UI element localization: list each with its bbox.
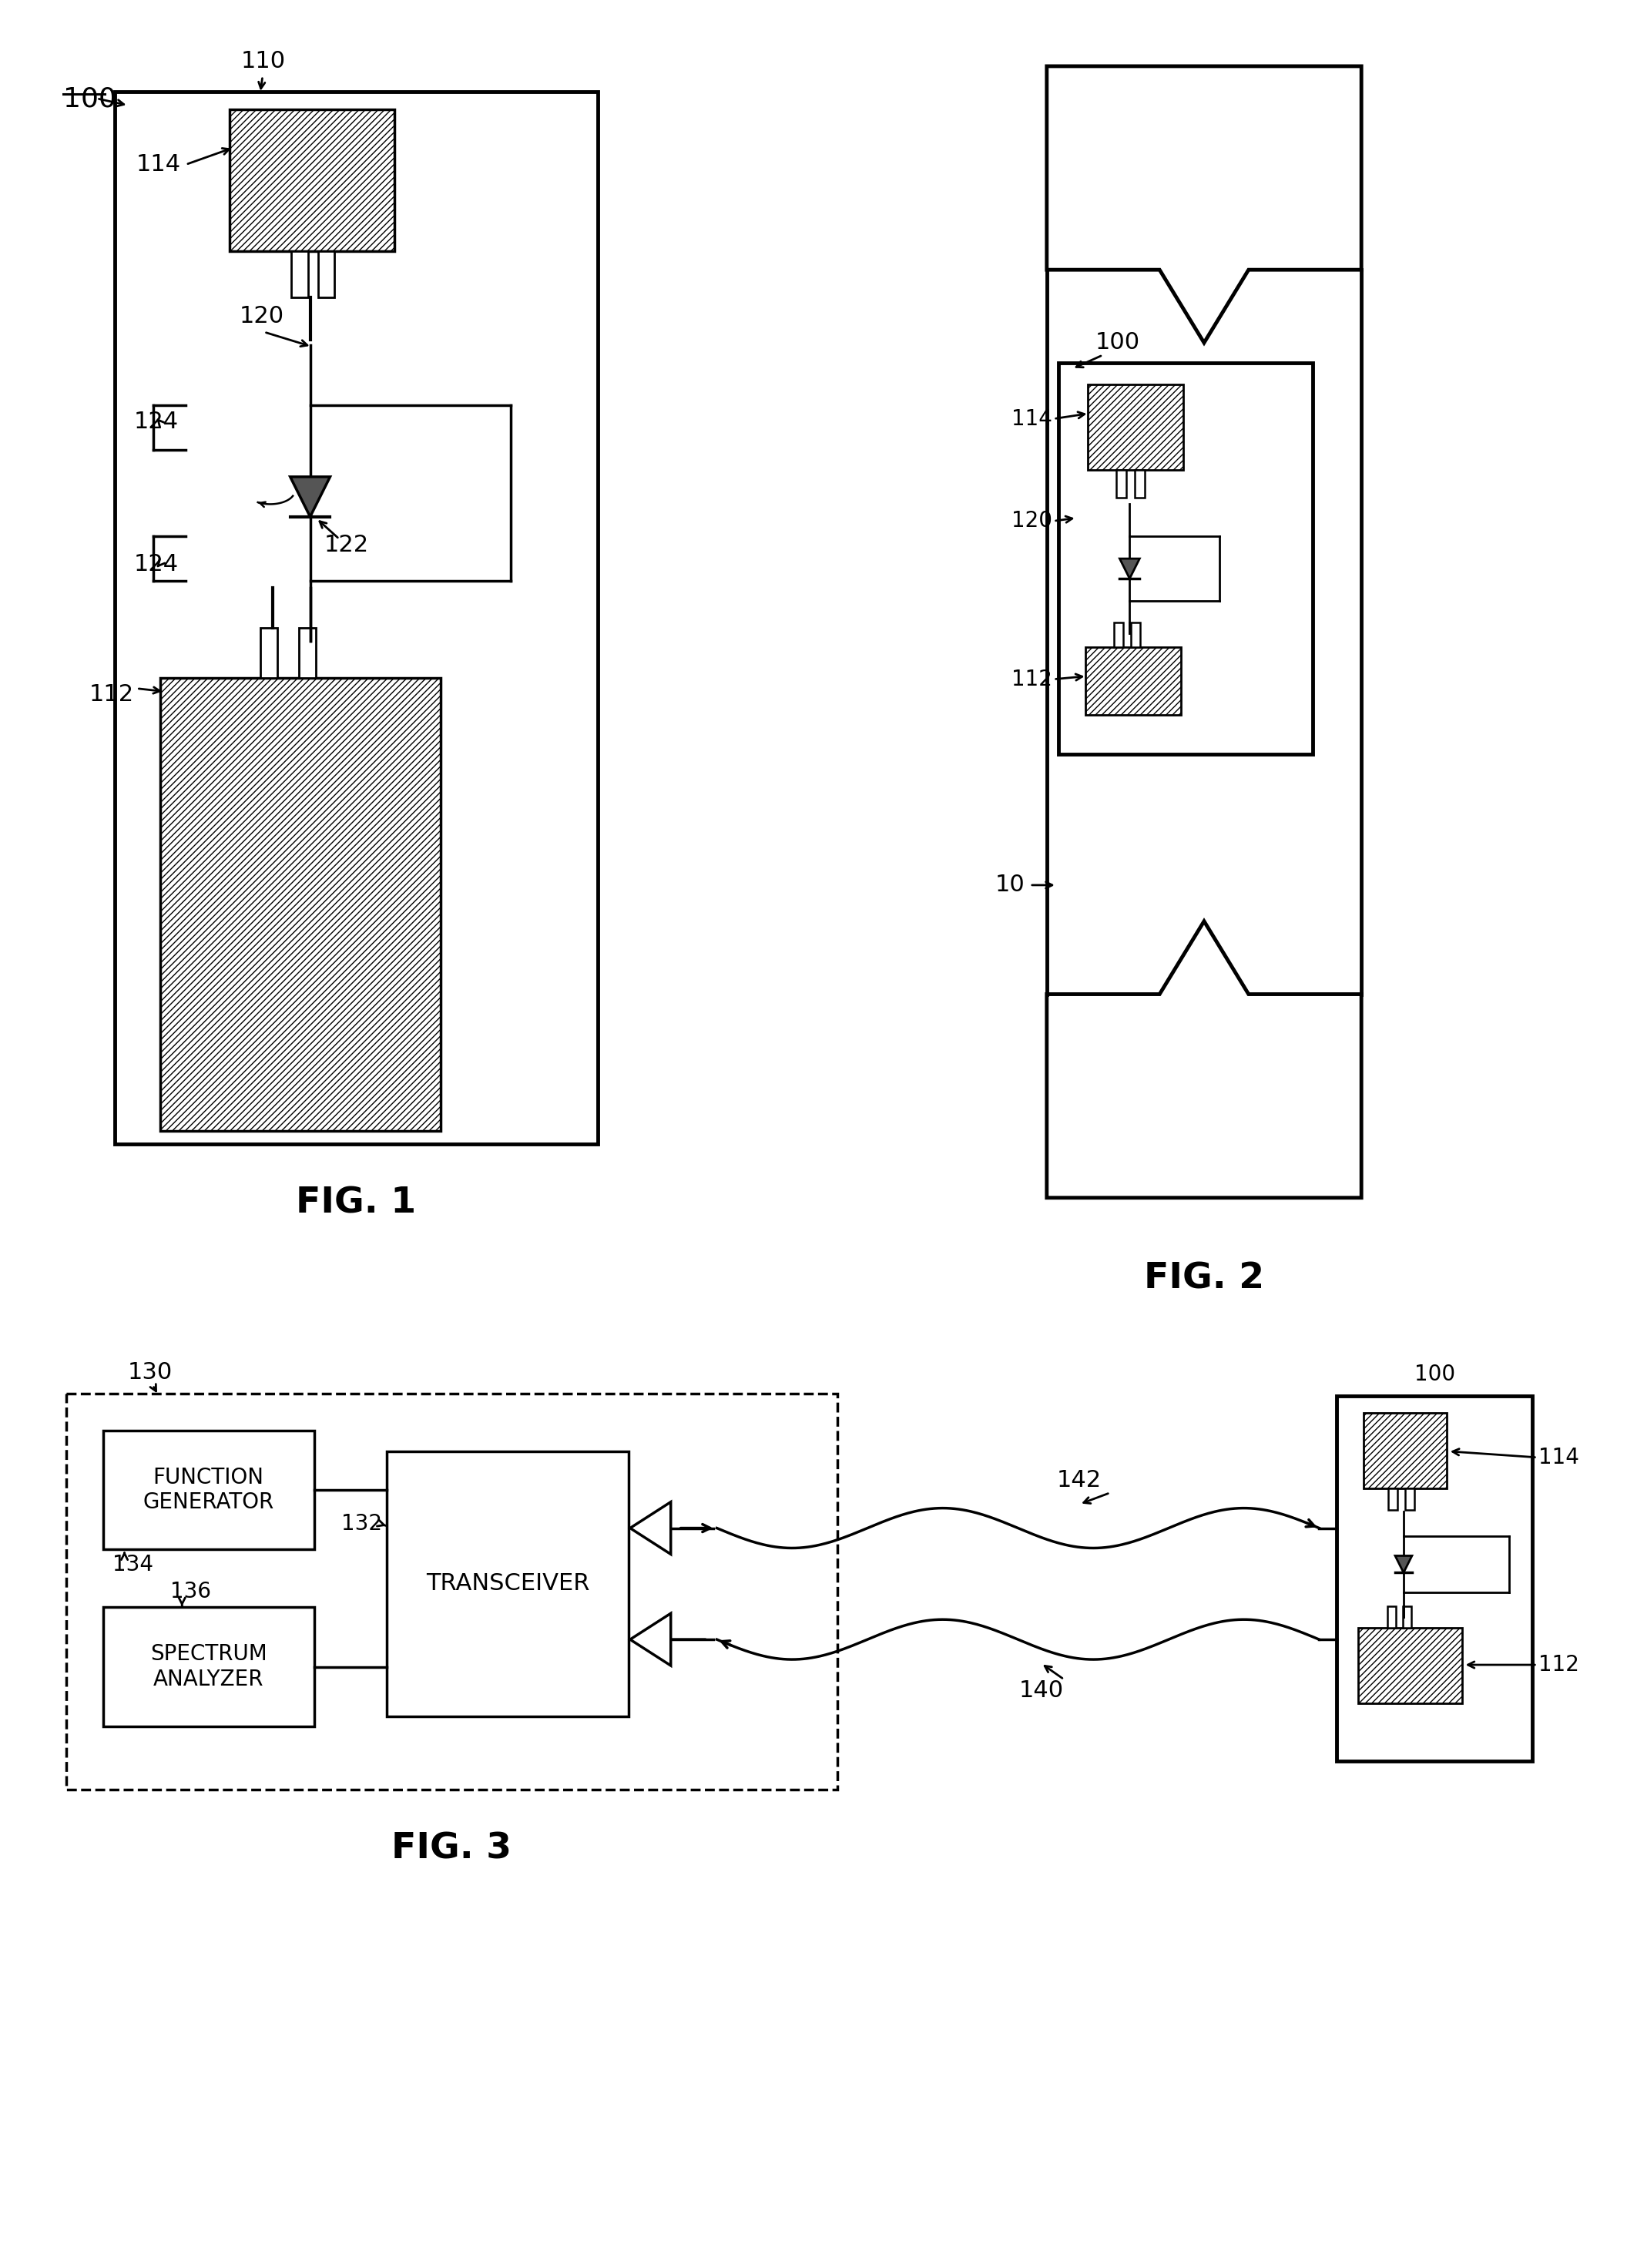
Text: 100: 100 (1095, 331, 1141, 354)
Text: 124: 124 (133, 411, 179, 433)
Bar (317, 252, 335, 297)
Bar (1116, 469, 1126, 499)
Bar (260, 628, 277, 678)
Text: TRANSCEIVER: TRANSCEIVER (426, 1572, 589, 1594)
Text: 114: 114 (1539, 1447, 1580, 1467)
Polygon shape (1046, 921, 1362, 1198)
Text: 124: 124 (133, 553, 179, 576)
Text: 114: 114 (1012, 408, 1053, 429)
Bar (1337, 1397, 1533, 1760)
Text: 130: 130 (127, 1361, 172, 1383)
Text: 120: 120 (239, 306, 285, 327)
Bar (1085, 646, 1181, 714)
Bar (1402, 1606, 1411, 1628)
Bar (1359, 1628, 1463, 1703)
Text: 100: 100 (1414, 1363, 1455, 1386)
Text: 136: 136 (171, 1581, 212, 1603)
Text: 112: 112 (1539, 1653, 1580, 1676)
Bar (1131, 621, 1141, 646)
Text: 110: 110 (241, 50, 286, 73)
Text: 142: 142 (1058, 1470, 1101, 1492)
Polygon shape (630, 1501, 670, 1554)
Text: 112: 112 (89, 683, 133, 705)
Bar (132, 345, 535, 642)
Text: 10: 10 (996, 873, 1025, 896)
Bar (1363, 1413, 1446, 1488)
Text: 132: 132 (342, 1513, 382, 1533)
Bar (114, 91, 597, 1143)
Bar (103, 1431, 314, 1549)
Bar (67, 1393, 838, 1789)
Bar (1136, 469, 1145, 499)
Bar (1388, 1606, 1396, 1628)
Polygon shape (630, 1613, 670, 1665)
Bar (1114, 621, 1124, 646)
Bar (1388, 1488, 1398, 1510)
Bar (387, 1452, 628, 1717)
Polygon shape (1394, 1556, 1412, 1572)
Polygon shape (1046, 66, 1362, 342)
Text: 114: 114 (137, 154, 181, 175)
Text: 134: 134 (112, 1554, 153, 1576)
Text: 140: 140 (1019, 1678, 1064, 1701)
Text: 120: 120 (1012, 510, 1053, 531)
Text: FIG. 2: FIG. 2 (1144, 1261, 1264, 1297)
Text: FIG. 1: FIG. 1 (296, 1186, 417, 1220)
Text: 122: 122 (324, 533, 369, 556)
Text: SPECTRUM
ANALYZER: SPECTRUM ANALYZER (150, 1644, 267, 1690)
Text: FIG. 3: FIG. 3 (392, 1833, 513, 1867)
Bar (291, 252, 308, 297)
Bar (161, 678, 441, 1132)
Bar (1406, 1488, 1414, 1510)
Bar (299, 628, 316, 678)
Bar (1087, 383, 1183, 469)
Bar (1075, 503, 1237, 633)
Text: 112: 112 (1012, 669, 1053, 689)
Bar (1058, 363, 1313, 755)
Text: 100: 100 (63, 86, 116, 113)
Text: FUNCTION
GENERATOR: FUNCTION GENERATOR (143, 1467, 273, 1513)
Bar (103, 1608, 314, 1726)
Polygon shape (1119, 558, 1139, 578)
Bar (229, 109, 394, 252)
Polygon shape (290, 476, 330, 517)
